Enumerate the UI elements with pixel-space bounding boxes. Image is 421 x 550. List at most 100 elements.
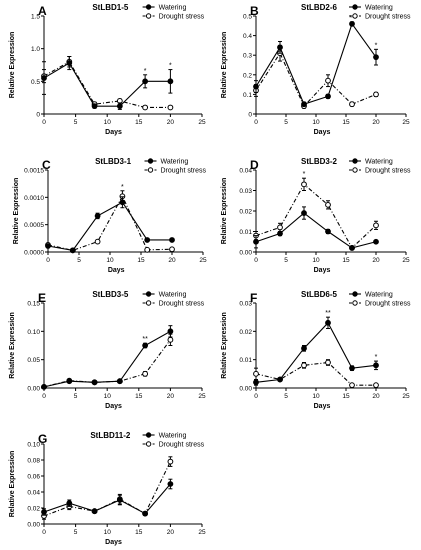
y-tick-label: 0.04: [239, 168, 252, 175]
legend-label-drought: Drought stress: [159, 14, 205, 21]
x-tick-label: 10: [312, 257, 320, 264]
legend-marker-drought: [145, 13, 152, 19]
legend-label-watering: Watering: [159, 5, 187, 12]
x-tick-label: 25: [402, 119, 410, 126]
series-line-drought: [255, 52, 377, 108]
significance-marker: *: [375, 354, 378, 361]
y-tick-label: 0.0005: [24, 222, 44, 229]
x-tick-label: 15: [342, 257, 350, 264]
x-tick-label: 0: [42, 393, 46, 400]
x-axis-label: Days: [314, 403, 331, 410]
data-point-watering: [349, 245, 355, 251]
y-tick-label: 0.02: [27, 506, 40, 513]
x-tick-label: 5: [74, 529, 78, 536]
data-point-watering: [301, 345, 307, 352]
y-tick-label: 0: [248, 112, 252, 119]
x-tick-label: 25: [198, 119, 206, 126]
significance-marker: **: [349, 15, 355, 22]
y-tick-label: 0.10: [27, 442, 40, 449]
x-tick-label: 5: [74, 393, 78, 400]
panel-letter: E: [38, 291, 46, 305]
y-axis-label: Relative Expression: [9, 312, 16, 379]
data-point-watering: [167, 78, 174, 85]
y-tick-label: 0.02: [239, 209, 252, 216]
data-point-watering: [41, 75, 47, 81]
chart-title: StLBD3-5: [92, 290, 129, 299]
y-tick-label: 0.00: [27, 386, 40, 393]
y-axis-label: Relative Expression: [9, 451, 16, 518]
data-point-drought: [144, 246, 151, 253]
data-point-watering: [167, 481, 174, 487]
legend-marker-watering: [147, 158, 154, 164]
legend-marker-watering: [145, 4, 152, 10]
data-point-watering: [373, 362, 379, 369]
y-tick-label: 0.15: [27, 301, 40, 308]
x-tick-label: 5: [74, 119, 78, 126]
legend-label-drought: Drought stress: [159, 301, 205, 308]
y-tick-label: 0.10: [27, 329, 40, 336]
x-tick-label: 0: [46, 257, 50, 264]
legend-label-watering: Watering: [365, 5, 393, 12]
significance-marker: *: [375, 42, 378, 49]
significance-marker: **: [325, 310, 331, 317]
y-tick-label: 0.2: [243, 72, 252, 79]
data-point-watering: [373, 54, 379, 61]
x-tick-label: 10: [312, 393, 320, 400]
significance-marker: **: [142, 336, 148, 343]
y-tick-label: 0.03: [239, 188, 252, 195]
data-point-watering: [277, 44, 283, 51]
panel-letter: B: [250, 4, 259, 18]
data-point-drought: [169, 246, 175, 253]
data-point-drought: [167, 336, 174, 343]
x-tick-label: 10: [104, 529, 112, 536]
significance-marker: *: [121, 184, 124, 191]
data-point-drought: [142, 370, 149, 377]
x-tick-label: 10: [104, 119, 112, 126]
data-point-watering: [116, 497, 123, 503]
y-tick-label: 0.04: [27, 490, 40, 497]
y-tick-label: 0.5: [31, 79, 40, 86]
x-tick-label: 10: [104, 393, 112, 400]
y-tick-label: 0.00: [239, 386, 252, 393]
x-tick-label: 5: [77, 257, 81, 264]
x-axis-label: Days: [105, 539, 122, 546]
y-tick-label: 0.01: [239, 357, 252, 364]
x-tick-label: 5: [284, 257, 288, 264]
legend-label-watering: Watering: [365, 292, 393, 299]
data-point-drought: [373, 382, 379, 389]
series-line-drought: [255, 183, 377, 249]
data-point-watering: [66, 60, 73, 66]
data-point-drought: [373, 222, 379, 229]
series-line-drought: [255, 361, 376, 386]
y-tick-label: 0.01: [239, 229, 252, 236]
legend-marker-watering: [352, 158, 358, 164]
x-tick-label: 15: [135, 393, 143, 400]
data-point-watering: [142, 342, 149, 349]
data-point-drought: [167, 104, 174, 111]
x-tick-label: 20: [372, 119, 380, 126]
panel-letter: A: [38, 4, 47, 18]
series-line-watering: [255, 22, 377, 105]
legend-label-watering: Watering: [159, 433, 187, 440]
data-point-drought: [325, 359, 331, 366]
data-point-drought: [253, 370, 259, 377]
chart-title: StLBD11-2: [90, 431, 131, 440]
legend-label-watering: Watering: [159, 292, 187, 299]
data-point-watering: [169, 237, 175, 243]
chart-panel-b: B StLBD2-6 0 0.1 0.2 0.3 0.4 0.5 0 5 10 15 20 25 Days R…: [221, 3, 411, 136]
x-tick-label: 25: [402, 257, 410, 264]
chart-title: StLBD1-5: [92, 3, 129, 12]
data-point-drought: [325, 77, 331, 84]
data-point-watering: [144, 237, 151, 243]
y-tick-label: 1.0: [31, 46, 40, 53]
series-line-watering: [43, 483, 171, 515]
data-point-drought: [142, 104, 149, 111]
legend-label-watering: Watering: [161, 159, 189, 166]
y-tick-label: 0.3: [243, 53, 252, 60]
data-point-watering: [277, 376, 283, 383]
legend-marker-watering: [145, 432, 152, 438]
data-point-watering: [91, 379, 98, 386]
x-tick-label: 0: [254, 119, 258, 126]
y-tick-label: 0.00: [27, 522, 40, 529]
data-point-watering: [325, 228, 331, 235]
